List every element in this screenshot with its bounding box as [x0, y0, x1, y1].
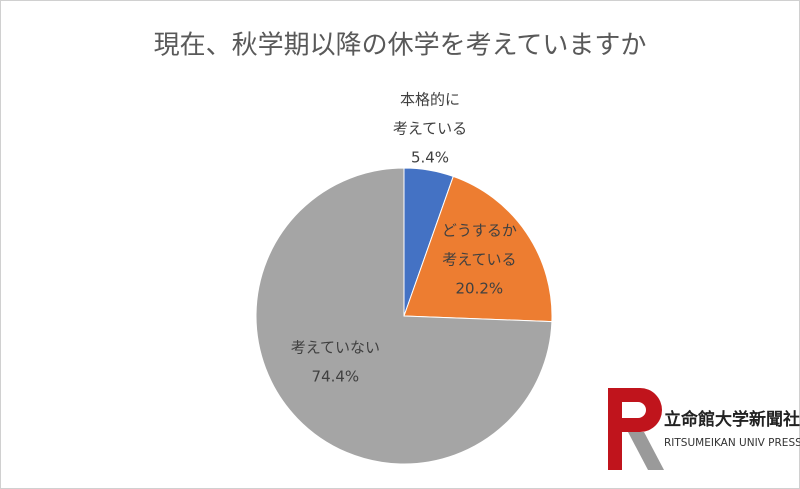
- category-label: 考えている: [393, 120, 467, 138]
- logo-subtitle: RITSUMEIKAN UNIV PRESS: [664, 437, 800, 449]
- value-label: 74.4%: [312, 367, 360, 385]
- value-label: 20.2%: [455, 280, 503, 298]
- category-label: 考えていない: [291, 338, 380, 356]
- logo: 立命館大学新聞社 RITSUMEIKAN UNIV PRESS: [608, 388, 800, 470]
- chart-title: 現在、秋学期以降の休学を考えていますか: [154, 31, 647, 61]
- value-label: 5.4%: [411, 149, 449, 167]
- logo-name: 立命館大学新聞社: [664, 409, 800, 430]
- category-label: 考えている: [442, 251, 516, 269]
- pie-slice: [255, 167, 553, 465]
- category-label: どうするか: [442, 222, 517, 240]
- logo-mark: [608, 388, 662, 470]
- logo-mark-leg: [628, 432, 664, 470]
- pie-slice: [403, 175, 553, 323]
- data-label: 考えていない 74.4%: [291, 338, 380, 385]
- category-label: 本格的に: [400, 91, 460, 109]
- logo-mark-hole: [622, 402, 646, 418]
